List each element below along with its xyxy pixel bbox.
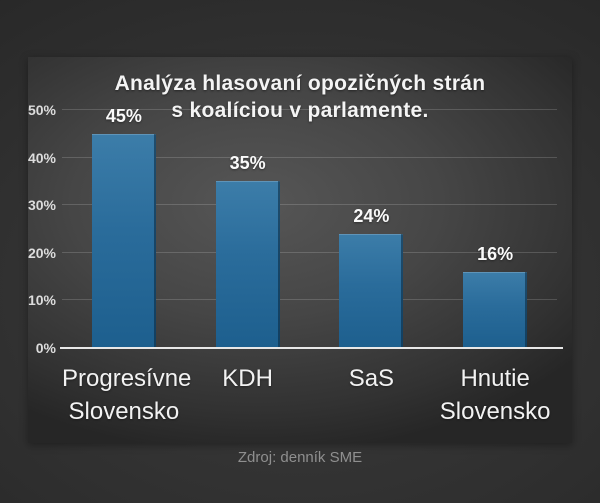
bar-slot: 45% [62, 106, 186, 348]
gridline-40% [62, 156, 557, 158]
category-label: Hnutie Slovensko [439, 365, 551, 425]
ytick-label: 50% [27, 102, 56, 118]
x-axis-category-labels: Progresívne Slovensko KDH SaS Hnutie Sloven… [62, 362, 557, 428]
chart-panel: Analýza hlasovaní opozičných strán s koa… [28, 57, 572, 443]
category-label: KDH [222, 365, 273, 392]
ytick-label: 40% [27, 149, 56, 166]
chart-title-line2: s koalíciou v parlamente. [171, 99, 429, 122]
bar-slot: 35% [186, 110, 310, 348]
x-axis-line [60, 347, 563, 349]
bar [91, 133, 156, 348]
source-caption: Zdroj: denník SME [237, 449, 363, 466]
chart-title: Analýza hlasovaní opozičných strán s koa… [28, 70, 572, 124]
ytick-label: 20% [27, 244, 56, 261]
ytick-label: 30% [27, 197, 56, 214]
ytick-label: 0% [35, 340, 56, 356]
plot-area: 0% 10% 20% 30% 40% 50% 45% 35% 24% 16% [28, 103, 563, 355]
category-label: SaS [348, 365, 395, 392]
bar-slot: 16% [433, 110, 557, 348]
chart-title-line1: Analýza hlasovaní opozičných strán [114, 72, 486, 95]
bar-value-label: 35% [229, 153, 266, 174]
bar [339, 233, 404, 348]
category-label: Progresívne Slovensko [62, 365, 192, 425]
gridline-50% [62, 109, 557, 110]
bar [463, 271, 528, 348]
ytick-label: 10% [27, 292, 56, 309]
gridline-30% [62, 204, 557, 206]
bar-value-label: 24% [353, 205, 390, 226]
bar-value-label: 16% [477, 243, 514, 264]
gridline-20% [62, 251, 557, 253]
gridline-10% [62, 299, 557, 301]
bar-value-label: 45% [105, 105, 142, 126]
bar [215, 181, 280, 348]
bar-slot: 24% [310, 110, 434, 348]
